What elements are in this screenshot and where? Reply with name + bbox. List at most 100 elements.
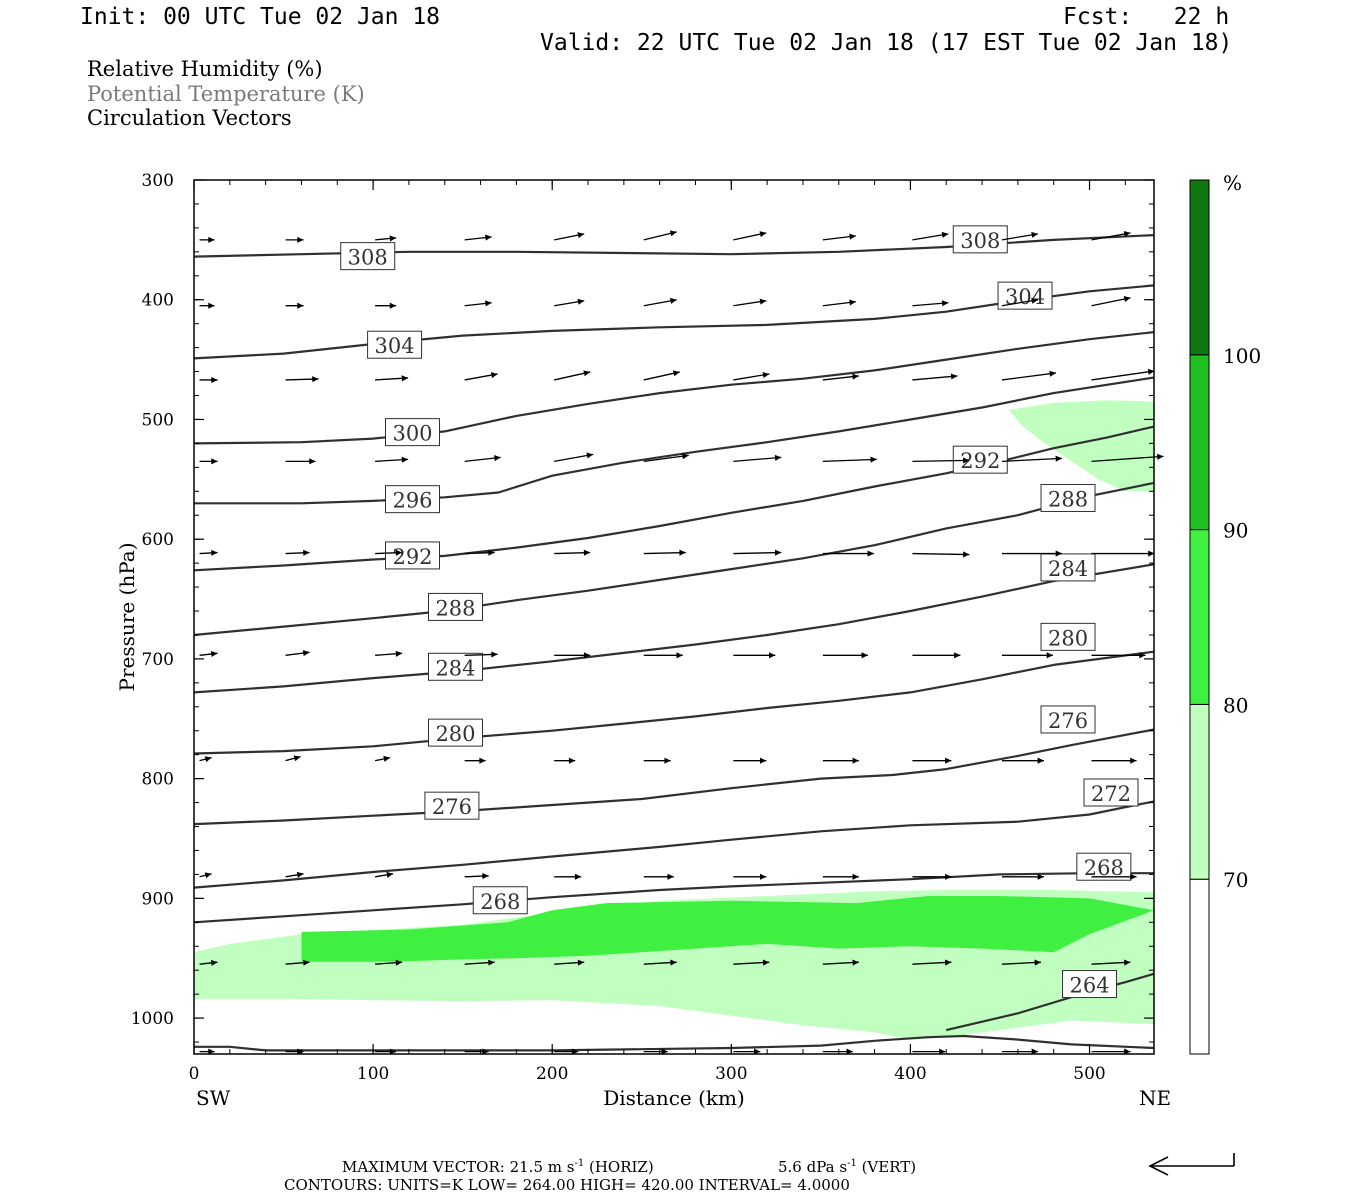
circulation-vector [199, 236, 215, 243]
colorbar-level-label: 100 [1223, 344, 1261, 368]
circulation-vector [375, 235, 397, 242]
circulation-vector [822, 299, 856, 307]
circulation-vector [643, 370, 680, 381]
colorbar-segment [1189, 529, 1210, 705]
circulation-vector [733, 549, 782, 556]
humidity-shading [194, 400, 1154, 1040]
circulation-vector [912, 551, 970, 558]
circulation-vector [285, 1048, 304, 1055]
svg-text:280: 280 [435, 722, 475, 746]
circulation-vector [643, 230, 677, 241]
circulation-vector [285, 302, 304, 309]
circulation-vectors [199, 230, 1164, 1055]
isentrope-label-276: 276 [424, 791, 480, 820]
max-vector-info: MAXIMUM VECTOR: 21.5 m s-1 (HORIZ) 5.6 d… [342, 1158, 916, 1176]
circulation-vector [464, 300, 492, 307]
isentrope-label-308: 308 [340, 242, 396, 271]
isentrope-label-308: 308 [952, 225, 1008, 254]
circulation-vector [199, 872, 212, 879]
circulation-vector [285, 959, 310, 966]
circulation-vector [554, 873, 582, 880]
circulation-vector [822, 550, 874, 557]
isentrope-288 [193, 481, 1155, 637]
circulation-vector [643, 453, 689, 463]
circulation-vector [464, 1048, 489, 1055]
y-tick-label: 500 [142, 410, 174, 430]
circulation-vector [822, 233, 856, 241]
x-tick-label: 200 [536, 1064, 568, 1084]
svg-text:268: 268 [480, 890, 520, 914]
circulation-vector [1091, 453, 1164, 463]
svg-text:276: 276 [1048, 709, 1088, 733]
circulation-vector [733, 454, 782, 463]
circulation-vector [733, 231, 767, 241]
circulation-vector [375, 456, 409, 463]
circulation-vector [733, 371, 770, 381]
x-axis-title: Distance (km) [603, 1086, 745, 1110]
circulation-vector [1001, 959, 1042, 966]
circulation-vector [464, 234, 492, 241]
circulation-vector [554, 757, 576, 764]
svg-text:300: 300 [392, 422, 432, 446]
rh-region-80-90 [301, 896, 1154, 962]
circulation-vector [554, 1048, 579, 1055]
colorbar-segment [1189, 703, 1210, 880]
isentrope-label-264: 264 [1062, 970, 1118, 999]
circulation-vector [733, 652, 776, 659]
forecast-hour: Fcst: 22 h [1063, 4, 1230, 30]
circulation-vector [374, 871, 394, 878]
circulation-vector [285, 755, 301, 762]
circulation-vector [199, 376, 218, 383]
circulation-vector [554, 959, 585, 966]
isentrope-label-296: 296 [385, 485, 441, 514]
y-tick-label: 700 [142, 650, 174, 670]
circulation-vector [643, 297, 677, 307]
contour-info: CONTOURS: UNITS=K LOW= 264.00 HIGH= 420.… [284, 1176, 850, 1194]
isentrope-label-268: 268 [472, 886, 528, 915]
colorbar-segment [1189, 354, 1210, 531]
x-tick-label: 400 [894, 1064, 926, 1084]
valid-time: Valid: 22 UTC Tue 02 Jan 18 (17 EST Tue … [540, 30, 1233, 56]
circulation-vector [912, 757, 952, 764]
isentrope-label-272: 272 [1083, 778, 1139, 807]
circulation-vector [464, 873, 489, 880]
y-axis-title: Pressure (hPa) [115, 543, 139, 692]
circulation-vector [375, 375, 409, 382]
axes: 0 100 200 300 400 500 300 400 500 600 700 800 900 100… [131, 171, 1154, 1084]
x-tick-label: 300 [715, 1064, 747, 1084]
svg-text:288: 288 [1048, 487, 1088, 511]
circulation-vector [643, 652, 683, 659]
circulation-vector [375, 959, 403, 966]
circulation-vector [643, 873, 674, 880]
x-tick-label: 100 [357, 1064, 389, 1084]
y-tick-label: 300 [142, 171, 174, 191]
colorbar-level-label: 90 [1223, 519, 1248, 543]
circulation-vector [912, 959, 952, 966]
circulation-vector [1001, 455, 1063, 463]
y-tick-label: 1000 [131, 1009, 174, 1029]
circulation-vector [1091, 230, 1131, 241]
isentrope-label-304: 304 [367, 330, 423, 359]
circulation-vector [1091, 295, 1131, 307]
circulation-vector [285, 871, 304, 878]
isentrope-284 [193, 563, 1155, 694]
isentrope-276 [193, 728, 1155, 826]
rh-region-70-80 [1008, 400, 1154, 492]
circulation-vector [285, 549, 310, 556]
isentrope-label-288: 288 [427, 592, 483, 621]
isentrope-label-276: 276 [1040, 705, 1096, 734]
svg-text:272: 272 [1091, 782, 1131, 806]
isentrope-label-288: 288 [1040, 483, 1096, 512]
isentrope-268 [193, 872, 1154, 924]
circulation-vector [733, 1048, 761, 1055]
x-left-direction-label: SW [196, 1086, 231, 1110]
circulation-vector [822, 373, 859, 381]
circulation-vector [285, 236, 304, 243]
isentrope-292 [193, 425, 1155, 572]
init-time: Init: 00 UTC Tue 02 Jan 18 [80, 4, 441, 30]
isentrope-264 [945, 972, 1155, 1032]
circulation-vector [822, 757, 859, 764]
circulation-vector [375, 549, 403, 556]
svg-text:288: 288 [435, 596, 475, 620]
